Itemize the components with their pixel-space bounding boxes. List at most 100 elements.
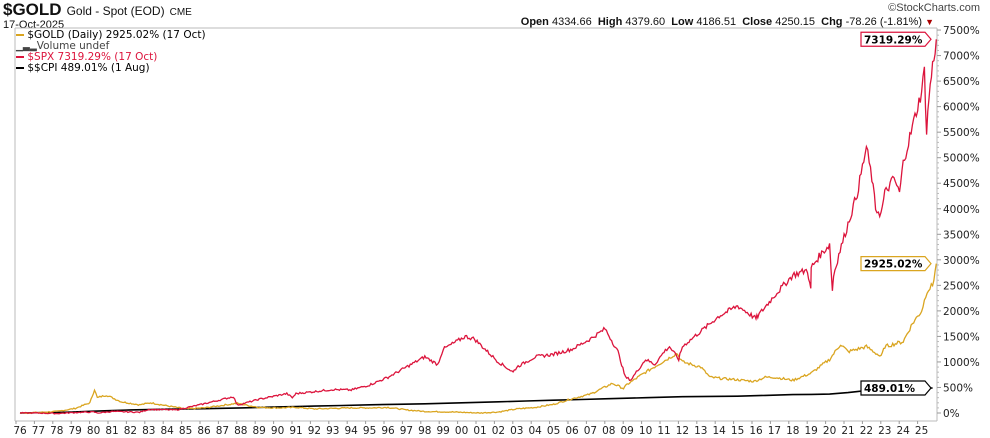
x-tick-label: 98 bbox=[418, 425, 431, 437]
x-tick-label: 10 bbox=[639, 425, 652, 437]
x-tick-label: 14 bbox=[713, 425, 727, 437]
y-tick-label: 7000% bbox=[943, 51, 980, 63]
brand-watermark: ©StockCharts.com bbox=[888, 2, 980, 14]
last-value-tag-cpi: 489.01% bbox=[860, 380, 932, 396]
y-tick-label: 3500% bbox=[943, 229, 980, 241]
x-tick-label: 21 bbox=[841, 425, 854, 437]
high-value: 4379.60 bbox=[625, 16, 666, 28]
x-tick-label: 99 bbox=[437, 425, 450, 437]
x-tick-label: 96 bbox=[381, 425, 395, 437]
x-tick-label: 25 bbox=[915, 425, 928, 437]
x-tick-label: 81 bbox=[105, 425, 118, 437]
x-tick-label: 18 bbox=[786, 425, 799, 437]
x-tick-label: 15 bbox=[731, 425, 744, 437]
y-tick-label: 5500% bbox=[943, 127, 980, 139]
series-line-spx bbox=[19, 39, 937, 415]
series-line-cpi bbox=[19, 387, 933, 414]
y-tick-label: 0% bbox=[943, 408, 960, 420]
x-tick-label: 80 bbox=[87, 425, 100, 437]
x-tick-label: 16 bbox=[749, 425, 763, 437]
tag-label: 2925.02% bbox=[864, 259, 923, 271]
x-tick-label: 24 bbox=[897, 425, 911, 437]
y-tick-label: 3000% bbox=[943, 255, 980, 267]
x-tick-label: 91 bbox=[289, 425, 302, 437]
x-tick-label: 07 bbox=[584, 425, 597, 437]
x-tick-label: 13 bbox=[694, 425, 707, 437]
y-tick-label: 1500% bbox=[943, 331, 980, 343]
y-tick-label: 6000% bbox=[943, 102, 980, 114]
y-tick-label: 5000% bbox=[943, 153, 980, 165]
legend-item-spx: $SPX 7319.29% (17 Oct) bbox=[16, 52, 157, 63]
open-value: 4334.66 bbox=[551, 16, 592, 28]
y-tick-label: 4000% bbox=[943, 204, 980, 216]
x-tick-label: 83 bbox=[142, 425, 155, 437]
chg-label: Chg bbox=[821, 16, 843, 28]
tag-box bbox=[860, 380, 932, 396]
x-tick-label: 05 bbox=[547, 425, 560, 437]
legend-item-cpi: $$CPI 489.01% (1 Aug) bbox=[16, 63, 150, 74]
y-tick-label: 6500% bbox=[943, 76, 980, 88]
x-tick-label: 92 bbox=[308, 425, 321, 437]
open-label: Open bbox=[520, 16, 549, 28]
x-tick-label: 85 bbox=[179, 425, 192, 437]
chg-value: -78.26 (-1.81%) bbox=[845, 16, 923, 28]
cpi-swatch-icon bbox=[16, 67, 24, 69]
series-line-gold bbox=[19, 263, 937, 415]
y-tick-label: 500% bbox=[943, 382, 973, 394]
tag-box bbox=[860, 256, 932, 272]
y-tick-label: 7500% bbox=[943, 25, 980, 37]
y-tick-label: 2000% bbox=[943, 306, 980, 318]
spx-swatch-icon bbox=[16, 56, 24, 58]
x-tick-label: 93 bbox=[326, 425, 339, 437]
down-arrow-icon: ▼ bbox=[925, 17, 934, 27]
low-value: 4186.51 bbox=[696, 16, 737, 28]
x-tick-label: 82 bbox=[124, 425, 137, 437]
x-tick-label: 00 bbox=[455, 425, 468, 437]
x-tick-label: 08 bbox=[602, 425, 615, 437]
last-value-tag-gold: 2925.02% bbox=[860, 256, 932, 272]
y-tick-label: 2500% bbox=[943, 280, 980, 292]
x-tick-label: 88 bbox=[234, 425, 247, 437]
x-tick-label: 87 bbox=[216, 425, 229, 437]
close-value: 4250.15 bbox=[775, 16, 815, 28]
x-tick-label: 77 bbox=[32, 425, 45, 437]
x-tick-label: 12 bbox=[676, 425, 689, 437]
description: Gold - Spot (EOD) bbox=[66, 4, 165, 18]
ohlc-readout: Open 4334.66 High 4379.60 Low 4186.51 Cl… bbox=[521, 16, 934, 28]
legend-item-gold: $GOLD (Daily) 2925.02% (17 Oct) bbox=[16, 30, 206, 41]
legend-item-volume: ▁▃▂Volume undef bbox=[16, 40, 110, 53]
x-tick-label: 76 bbox=[13, 425, 27, 437]
x-tick-label: 78 bbox=[50, 425, 63, 437]
tag-label: 489.01% bbox=[864, 383, 916, 395]
x-tick-label: 97 bbox=[400, 425, 413, 437]
gold-swatch-icon bbox=[16, 34, 24, 36]
x-tick-label: 86 bbox=[197, 425, 211, 437]
tag-label: 7319.29% bbox=[864, 34, 923, 46]
close-label: Close bbox=[742, 16, 773, 28]
high-label: High bbox=[597, 16, 623, 28]
tag-box bbox=[860, 31, 932, 47]
x-tick-label: 84 bbox=[161, 425, 175, 437]
exchange: CME bbox=[169, 7, 192, 18]
title-row: $GOLD Gold - Spot (EOD) CME bbox=[3, 1, 192, 22]
x-tick-label: 79 bbox=[69, 425, 82, 437]
x-tick-label: 04 bbox=[529, 425, 543, 437]
y-tick-label: 1000% bbox=[943, 357, 980, 369]
x-tick-label: 22 bbox=[860, 425, 873, 437]
x-tick-label: 02 bbox=[492, 425, 505, 437]
x-tick-label: 01 bbox=[473, 425, 486, 437]
x-tick-label: 03 bbox=[510, 425, 523, 437]
x-tick-label: 17 bbox=[768, 425, 781, 437]
x-tick-label: 94 bbox=[345, 425, 359, 437]
x-tick-label: 20 bbox=[823, 425, 836, 437]
y-tick-label: 4500% bbox=[943, 178, 980, 190]
x-tick-label: 19 bbox=[805, 425, 818, 437]
last-value-tag-spx: 7319.29% bbox=[860, 31, 932, 47]
x-tick-label: 23 bbox=[878, 425, 891, 437]
symbol: $GOLD bbox=[3, 0, 62, 19]
x-tick-label: 09 bbox=[621, 425, 634, 437]
x-tick-label: 90 bbox=[271, 425, 284, 437]
low-label: Low bbox=[671, 16, 694, 28]
